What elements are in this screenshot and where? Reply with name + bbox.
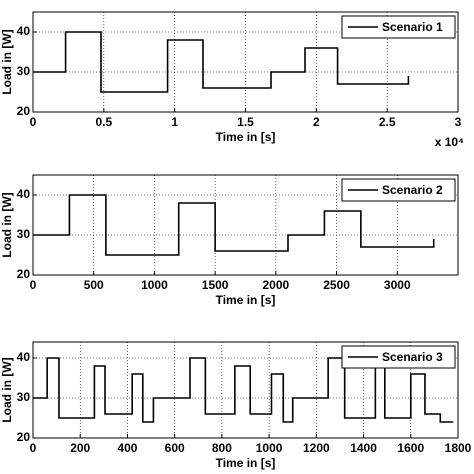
x-tick-label: 2: [313, 115, 320, 129]
series-group: [33, 31, 410, 93]
x-tick-label: 1.5: [237, 115, 254, 129]
x-tick-label: 800: [212, 441, 232, 455]
x-tick-label: 0.5: [95, 115, 112, 129]
axis-multiplier: x 10⁴: [435, 135, 464, 149]
x-tick-label: 2.5: [379, 115, 396, 129]
x-tick-label: 1200: [303, 441, 330, 455]
x-axis-label: Time in [s]: [216, 456, 276, 470]
line: [33, 31, 410, 93]
x-tick-label: 1400: [350, 441, 377, 455]
x-axis-label: Time in [s]: [216, 293, 276, 307]
x-tick-label: 1000: [256, 441, 283, 455]
x-axis-label: Time in [s]: [216, 130, 276, 144]
y-tick-label: 20: [17, 267, 31, 281]
x-tick-label: 500: [84, 278, 104, 292]
series-group: [33, 357, 454, 423]
y-axis-label: Load in [W]: [0, 357, 14, 422]
line: [33, 357, 454, 423]
y-tick-label: 40: [17, 24, 31, 38]
line: [33, 194, 435, 256]
x-tick-label: 3000: [384, 278, 411, 292]
x-tick-label: 0: [30, 115, 37, 129]
y-tick-label: 40: [17, 187, 31, 201]
x-tick-label: 1600: [397, 441, 424, 455]
x-tick-label: 1800: [445, 441, 472, 455]
axes-frame: [32, 341, 459, 439]
legend-label: Scenario 1: [382, 20, 443, 34]
y-tick-label: 20: [17, 430, 31, 444]
y-tick-label: 40: [17, 350, 31, 364]
y-tick-label: 20: [17, 104, 31, 118]
x-tick-label: 2500: [323, 278, 350, 292]
x-tick-label: 0: [30, 441, 37, 455]
y-tick-label: 30: [17, 227, 31, 241]
x-tick-label: 2000: [263, 278, 290, 292]
legend-box: [341, 345, 456, 369]
legend-box: [341, 15, 456, 39]
x-tick-label: 200: [70, 441, 90, 455]
y-tick-label: 30: [17, 64, 31, 78]
series-group: [33, 194, 435, 256]
legend-label: Scenario 3: [382, 350, 443, 364]
x-tick-label: 400: [117, 441, 137, 455]
axes-frame: [32, 11, 459, 113]
x-tick-label: 1: [171, 115, 178, 129]
y-axis-label: Load in [W]: [0, 29, 14, 94]
x-tick-label: 1500: [202, 278, 229, 292]
x-tick-label: 3: [455, 115, 462, 129]
y-tick-label: 30: [17, 390, 31, 404]
x-tick-label: 0: [30, 278, 37, 292]
axes-frame: [32, 174, 459, 276]
legend-box: [341, 178, 456, 202]
y-axis-label: Load in [W]: [0, 192, 14, 257]
x-tick-label: 1000: [141, 278, 168, 292]
legend-label: Scenario 2: [382, 183, 443, 197]
x-tick-label: 600: [165, 441, 185, 455]
